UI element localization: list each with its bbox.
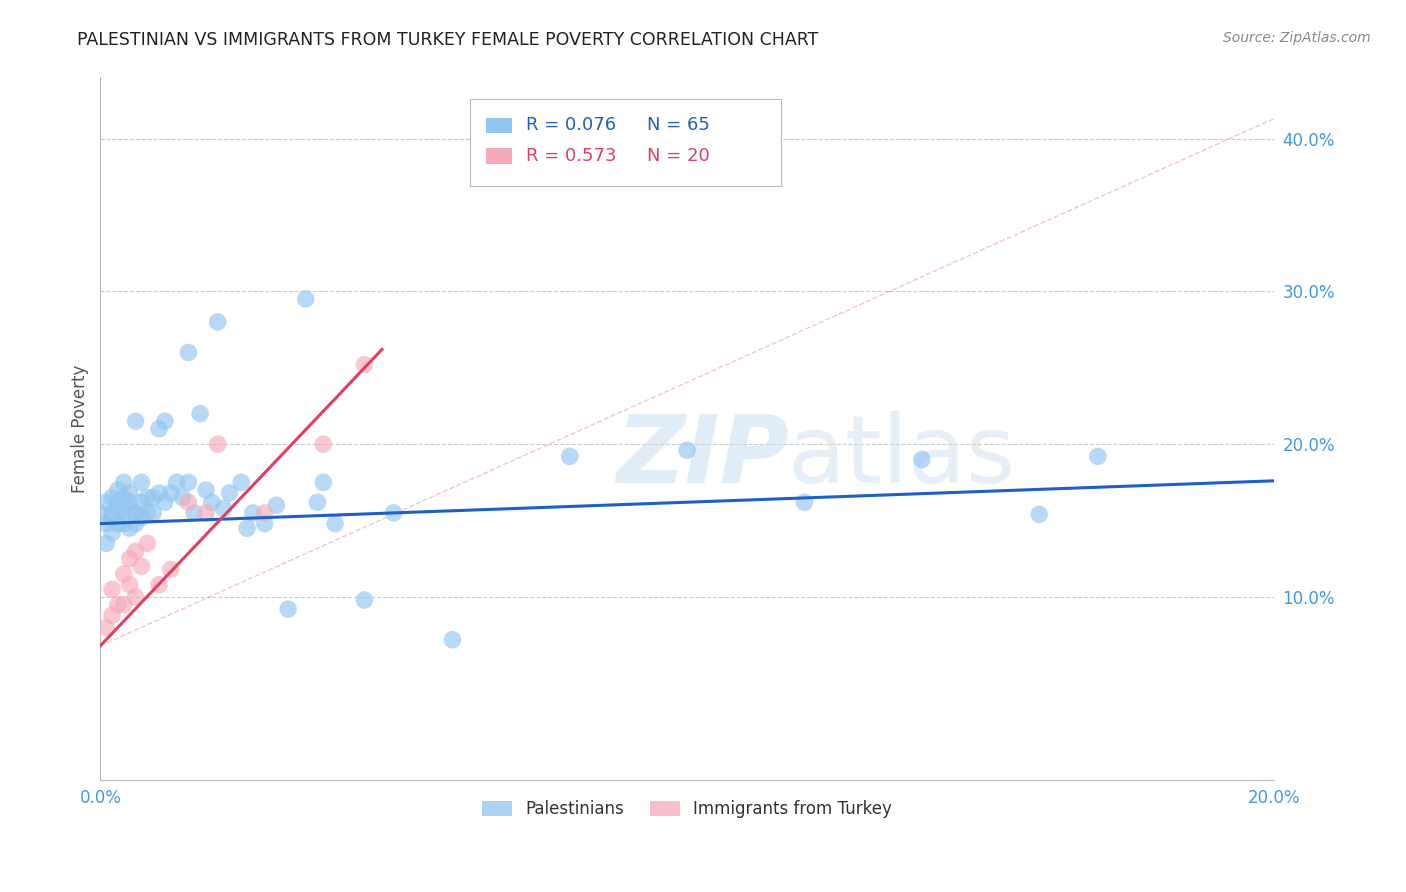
Point: [101, 491, 124, 505]
Point: [112, 567, 135, 582]
Point: [194, 483, 217, 497]
Point: [183, 506, 205, 520]
Point: [148, 486, 170, 500]
Text: R = 0.076: R = 0.076: [526, 116, 616, 134]
Point: [153, 495, 176, 509]
Point: [236, 521, 259, 535]
Point: [177, 345, 200, 359]
Point: [131, 559, 153, 574]
Point: [136, 491, 159, 505]
Point: [112, 475, 135, 490]
Point: [253, 506, 276, 520]
Point: [231, 475, 253, 490]
Text: ZIP: ZIP: [617, 411, 790, 503]
Point: [148, 578, 170, 592]
Point: [101, 510, 124, 524]
Point: [312, 437, 335, 451]
Point: [136, 506, 159, 520]
Point: [188, 407, 211, 421]
Point: [107, 495, 129, 509]
Point: [253, 516, 276, 531]
Point: [194, 506, 217, 520]
Point: [96, 495, 118, 509]
Point: [118, 501, 141, 516]
Text: Source: ZipAtlas.com: Source: ZipAtlas.com: [1223, 31, 1371, 45]
FancyBboxPatch shape: [486, 118, 512, 133]
Point: [382, 506, 405, 520]
Point: [159, 486, 181, 500]
Point: [112, 506, 135, 520]
Point: [89, 506, 111, 520]
Y-axis label: Female Poverty: Female Poverty: [72, 365, 89, 493]
Point: [676, 443, 699, 458]
Point: [124, 590, 146, 604]
Point: [101, 608, 124, 623]
Point: [124, 544, 146, 558]
Point: [118, 495, 141, 509]
Point: [1028, 508, 1050, 522]
Point: [242, 506, 264, 520]
Legend: Palestinians, Immigrants from Turkey: Palestinians, Immigrants from Turkey: [475, 793, 898, 825]
Point: [148, 422, 170, 436]
Point: [307, 495, 329, 509]
Point: [172, 491, 194, 505]
Point: [558, 450, 581, 464]
Text: atlas: atlas: [787, 411, 1015, 503]
Point: [101, 506, 124, 520]
Point: [124, 414, 146, 428]
Point: [112, 491, 135, 505]
Text: PALESTINIAN VS IMMIGRANTS FROM TURKEY FEMALE POVERTY CORRELATION CHART: PALESTINIAN VS IMMIGRANTS FROM TURKEY FE…: [77, 31, 818, 49]
Point: [911, 452, 934, 467]
Point: [294, 292, 316, 306]
Point: [312, 475, 335, 490]
Point: [207, 315, 229, 329]
FancyBboxPatch shape: [470, 98, 780, 186]
Point: [166, 475, 188, 490]
Point: [96, 536, 118, 550]
Point: [118, 521, 141, 535]
Point: [142, 491, 165, 505]
Point: [124, 516, 146, 531]
Point: [101, 582, 124, 597]
Point: [131, 495, 153, 509]
Point: [107, 501, 129, 516]
Text: R = 0.573: R = 0.573: [526, 147, 617, 165]
Point: [96, 620, 118, 634]
Point: [159, 562, 181, 576]
Point: [212, 501, 235, 516]
FancyBboxPatch shape: [486, 148, 512, 164]
Point: [101, 525, 124, 540]
Point: [1087, 450, 1109, 464]
Point: [353, 593, 375, 607]
Text: N = 65: N = 65: [647, 116, 710, 134]
Point: [118, 486, 141, 500]
Point: [218, 486, 240, 500]
Point: [793, 495, 815, 509]
Point: [118, 578, 141, 592]
Point: [153, 414, 176, 428]
Point: [118, 551, 141, 566]
Point: [353, 358, 375, 372]
Point: [277, 602, 299, 616]
Point: [177, 495, 200, 509]
Point: [107, 483, 129, 497]
Point: [107, 598, 129, 612]
Point: [323, 516, 346, 531]
Point: [177, 475, 200, 490]
Point: [266, 498, 288, 512]
Point: [131, 510, 153, 524]
Point: [96, 516, 118, 531]
Point: [107, 516, 129, 531]
Point: [142, 506, 165, 520]
Point: [124, 506, 146, 520]
Point: [207, 437, 229, 451]
Point: [112, 598, 135, 612]
Point: [112, 516, 135, 531]
Point: [201, 495, 224, 509]
Point: [131, 475, 153, 490]
Point: [441, 632, 464, 647]
Point: [136, 536, 159, 550]
Text: N = 20: N = 20: [647, 147, 710, 165]
